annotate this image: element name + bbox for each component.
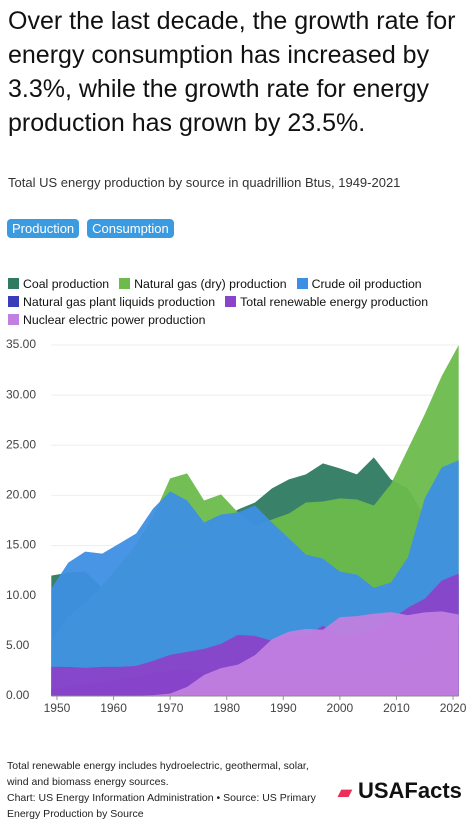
y-tick-label: 15.00 — [6, 538, 36, 552]
y-tick-label: 5.00 — [6, 638, 30, 652]
y-tick-label: 0.00 — [6, 688, 30, 702]
legend-label: Total renewable energy production — [240, 294, 429, 309]
legend-swatch — [296, 278, 308, 289]
chart: 0.00 5.00 10.00 15.00 20.00 25.00 30.00 35.00 19… — [6, 337, 467, 715]
y-tick-label: 25.00 — [6, 437, 36, 451]
y-tick-label: 20.00 — [6, 488, 36, 502]
x-tick-label: 1950 — [44, 701, 71, 715]
legend-item: Total renewable energy production — [225, 294, 428, 309]
logo-text: USAFacts — [357, 778, 462, 803]
tab-button[interactable]: Production — [7, 219, 80, 238]
x-tick-label: 1990 — [270, 701, 297, 715]
legend-swatch — [8, 278, 19, 289]
legend-item: Nuclear electric power production — [8, 312, 206, 327]
area — [51, 611, 459, 696]
y-tick-label: 10.00 — [6, 588, 36, 602]
legend-label: Coal production — [23, 276, 110, 291]
footer: Total renewable energy includes hydroele… — [7, 758, 327, 822]
legend-label: Natural gas (dry) production — [134, 276, 287, 291]
tab-bar: Production Consumption — [7, 219, 174, 238]
chart-subtitle: Total US energy production by source in … — [8, 175, 401, 190]
x-tick-label: 1970 — [157, 701, 184, 715]
legend-item: Crude oil production — [296, 276, 422, 291]
footnote: Total renewable energy includes hydroele… — [7, 760, 309, 788]
x-tick-label: 1980 — [213, 701, 240, 715]
legend-swatch — [8, 314, 19, 325]
legend-item: Coal production — [8, 276, 109, 291]
legend-swatch — [225, 296, 237, 307]
legend-label: Natural gas plant liquids production — [23, 294, 216, 309]
tab-button[interactable]: Consumption — [87, 219, 174, 238]
legend-label: Crude oil production — [311, 276, 422, 291]
source: Chart: US Energy Information Administrat… — [7, 792, 316, 820]
x-tick-label: 1960 — [100, 701, 127, 715]
x-tick-label: 2020 — [440, 701, 467, 715]
legend-label: Nuclear electric power production — [23, 312, 206, 327]
legend-swatch — [8, 296, 19, 307]
y-tick-label: 30.00 — [6, 387, 36, 401]
x-tick-label: 2000 — [327, 701, 354, 715]
legend: Coal production Natural gas (dry) product… — [8, 276, 468, 327]
x-tick-label: 2010 — [383, 701, 410, 715]
logo-icon: ▰ — [338, 782, 352, 802]
legend-swatch — [119, 278, 131, 289]
legend-item: Natural gas (dry) production — [119, 276, 287, 291]
legend-item: Natural gas plant liquids production — [8, 294, 215, 309]
y-tick-label: 35.00 — [6, 337, 36, 351]
logo: ▰ USAFacts — [338, 778, 462, 804]
chart-title: Over the last decade, the growth rate fo… — [8, 7, 456, 137]
